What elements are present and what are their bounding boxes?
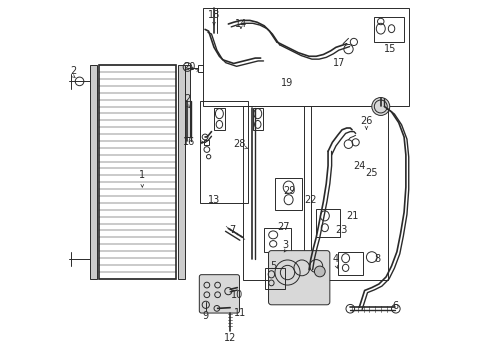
Text: 26: 26 — [360, 116, 372, 126]
Text: 22: 22 — [303, 195, 316, 205]
Text: 9: 9 — [202, 311, 208, 321]
Text: 24: 24 — [352, 161, 365, 171]
Text: 14: 14 — [234, 19, 246, 29]
Text: 12: 12 — [224, 333, 236, 343]
Bar — [90, 65, 97, 279]
Bar — [316, 209, 339, 237]
Circle shape — [371, 98, 389, 116]
FancyBboxPatch shape — [268, 251, 329, 305]
Text: 4: 4 — [332, 254, 338, 264]
Text: 11: 11 — [233, 308, 245, 318]
Text: 19: 19 — [281, 78, 293, 88]
Bar — [337, 252, 362, 275]
Bar — [274, 178, 301, 211]
Text: 28: 28 — [233, 139, 245, 149]
Text: 3: 3 — [282, 239, 288, 249]
Bar — [99, 65, 176, 279]
Text: 1: 1 — [139, 170, 145, 180]
FancyBboxPatch shape — [199, 275, 239, 313]
Bar — [253, 108, 263, 130]
Text: 25: 25 — [365, 168, 377, 178]
Bar — [303, 107, 387, 280]
Text: 29: 29 — [283, 186, 295, 196]
Text: 10: 10 — [231, 290, 243, 300]
Text: 8: 8 — [373, 254, 380, 264]
Text: 5: 5 — [269, 261, 276, 271]
Bar — [198, 65, 203, 72]
Bar — [264, 228, 290, 252]
Text: 21: 21 — [345, 211, 358, 221]
Bar — [373, 17, 403, 42]
Text: 16: 16 — [183, 138, 195, 147]
Text: 17: 17 — [333, 58, 345, 68]
Text: 7: 7 — [228, 225, 235, 235]
Text: 2: 2 — [70, 66, 76, 76]
Bar — [203, 8, 408, 107]
Text: 23: 23 — [334, 225, 347, 235]
Text: 13: 13 — [207, 195, 220, 205]
Text: 18: 18 — [207, 10, 220, 20]
Text: 6: 6 — [391, 301, 397, 311]
Bar — [199, 101, 247, 203]
Bar — [184, 65, 190, 137]
Text: 2: 2 — [183, 94, 190, 104]
Text: 27: 27 — [276, 222, 289, 231]
Text: 20: 20 — [183, 62, 196, 72]
Bar — [214, 108, 224, 130]
Bar — [178, 65, 184, 279]
Bar — [264, 268, 284, 289]
Bar — [242, 107, 310, 280]
Circle shape — [314, 266, 325, 277]
Text: 15: 15 — [383, 44, 395, 54]
Bar — [204, 140, 208, 145]
